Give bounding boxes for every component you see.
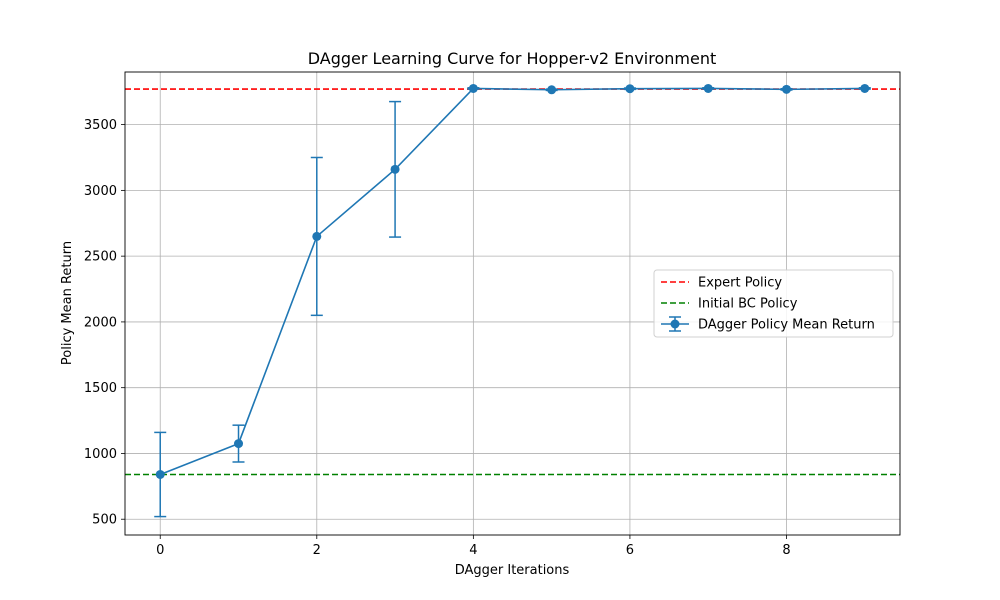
x-tick-label: 4	[469, 543, 477, 558]
x-axis-label: DAgger Iterations	[455, 563, 570, 578]
data-point	[860, 83, 870, 93]
axes: 0 2 4 6 8 500 1000 1500 2000 2500 3000 3500	[84, 71, 901, 558]
legend-label: Initial BC Policy	[698, 297, 798, 312]
y-tick-label: 1000	[84, 447, 117, 462]
x-tick-label: 8	[782, 543, 790, 558]
y-tick-label: 3500	[84, 118, 117, 133]
data-point	[781, 84, 791, 94]
data-point	[703, 83, 713, 93]
y-tick-label: 2500	[84, 250, 117, 265]
legend-box	[653, 269, 894, 338]
legend-swatch-marker	[670, 319, 680, 329]
x-tick-label: 6	[626, 543, 634, 558]
x-tick-label: 2	[313, 543, 321, 558]
plot-frame	[124, 71, 901, 536]
data-point	[312, 231, 322, 241]
plot-area	[125, 83, 900, 518]
data-point	[625, 84, 635, 94]
x-tick-label: 0	[156, 543, 164, 558]
data-point	[234, 439, 244, 449]
series-line	[159, 87, 865, 476]
data-point	[547, 85, 557, 95]
chart-title: DAgger Learning Curve for Hopper-v2 Envi…	[308, 49, 717, 68]
data-point	[468, 83, 478, 93]
y-tick-label: 1500	[84, 381, 117, 396]
y-tick-label: 500	[92, 513, 117, 528]
legend-label: DAgger Policy Mean Return	[698, 318, 875, 333]
y-tick-label: 2000	[84, 315, 117, 330]
data-point	[390, 164, 400, 174]
y-tick-label: 3000	[84, 184, 117, 199]
data-point	[155, 469, 165, 479]
y-axis-label: Policy Mean Return	[60, 241, 75, 365]
legend-label: Expert Policy	[698, 276, 782, 291]
legend: Expert Policy Initial BC Policy DAgger Pol…	[653, 269, 894, 338]
